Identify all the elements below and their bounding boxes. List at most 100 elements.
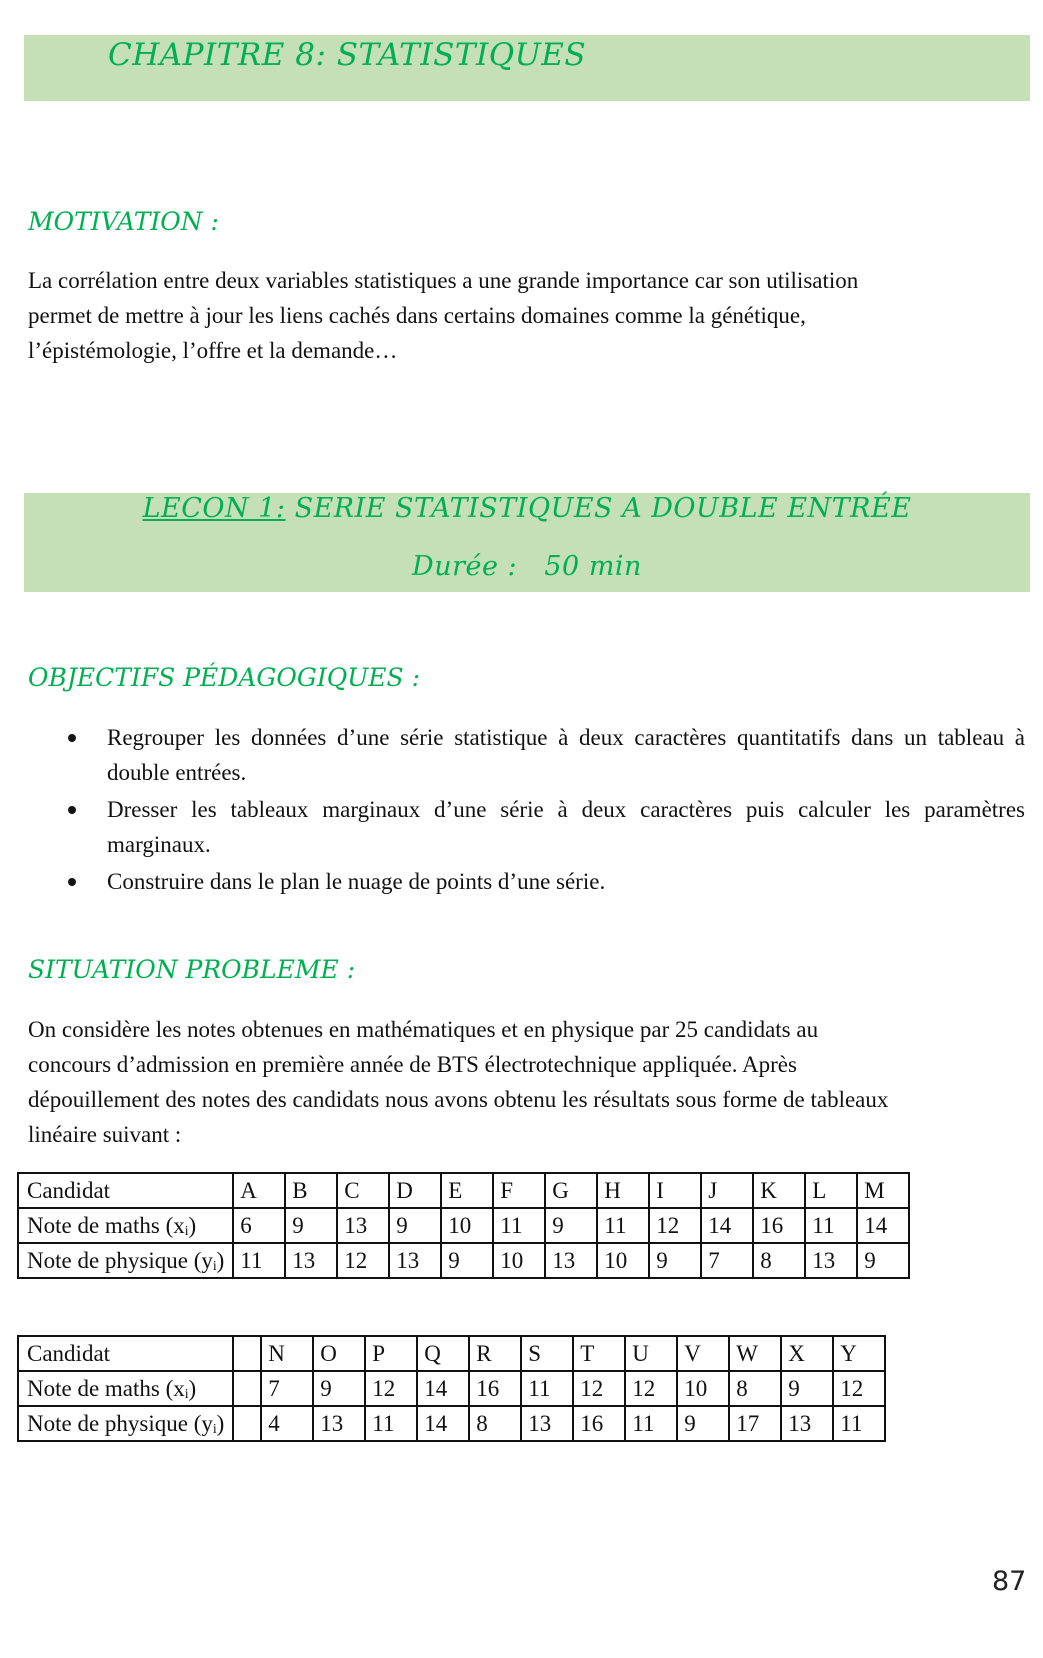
lesson-label: LECON 1: xyxy=(142,493,286,524)
motivation-line: permet de mettre à jour les liens cachés… xyxy=(28,303,806,328)
physique-cell: 13 xyxy=(780,1405,835,1442)
maths-cell: 12 xyxy=(624,1370,679,1407)
candidate-cell: I xyxy=(648,1172,703,1209)
candidate-cell: S xyxy=(520,1335,575,1372)
candidate-cell: D xyxy=(388,1172,443,1209)
physique-cell: 9 xyxy=(648,1242,703,1279)
candidate-cell: W xyxy=(728,1335,783,1372)
page-number: 87 xyxy=(992,1566,1027,1597)
candidate-cell: V xyxy=(676,1335,731,1372)
row-label: Candidat xyxy=(16,1172,235,1209)
maths-cell: 12 xyxy=(364,1370,419,1407)
candidate-cell: F xyxy=(492,1172,547,1209)
row-label: Note de physique (yᵢ) xyxy=(16,1405,235,1442)
empty-cell xyxy=(232,1370,263,1407)
physique-cell: 12 xyxy=(336,1242,391,1279)
candidate-cell: T xyxy=(572,1335,627,1372)
candidate-cell: P xyxy=(364,1335,419,1372)
physique-cell: 13 xyxy=(520,1405,575,1442)
objective-item: Dresser les tableaux marginaux d’une sér… xyxy=(60,792,1025,862)
physique-cell: 11 xyxy=(232,1242,287,1279)
maths-cell: 16 xyxy=(752,1207,807,1244)
maths-cell: 14 xyxy=(856,1207,911,1244)
motivation-heading: MOTIVATION : xyxy=(28,207,219,236)
candidate-cell: J xyxy=(700,1172,755,1209)
candidate-cell: G xyxy=(544,1172,599,1209)
maths-cell: 6 xyxy=(232,1207,287,1244)
situation-line: concours d’admission en première année d… xyxy=(28,1052,797,1077)
candidate-cell: C xyxy=(336,1172,391,1209)
maths-cell: 12 xyxy=(648,1207,703,1244)
objective-item: Construire dans le plan le nuage de poin… xyxy=(60,864,1025,899)
candidate-cell: N xyxy=(260,1335,315,1372)
candidate-cell: O xyxy=(312,1335,367,1372)
row-label: Note de maths (xᵢ) xyxy=(16,1207,235,1244)
maths-cell: 9 xyxy=(544,1207,599,1244)
maths-cell: 7 xyxy=(260,1370,315,1407)
maths-cell: 11 xyxy=(492,1207,547,1244)
maths-cell: 11 xyxy=(520,1370,575,1407)
maths-cell: 9 xyxy=(284,1207,339,1244)
lesson-banner: LECON 1: SERIE STATISTIQUES A DOUBLE ENT… xyxy=(24,493,1030,592)
row-label: Note de physique (yᵢ) xyxy=(16,1242,235,1279)
maths-cell: 9 xyxy=(388,1207,443,1244)
physique-cell: 7 xyxy=(700,1242,755,1279)
lesson-title: LECON 1: SERIE STATISTIQUES A DOUBLE ENT… xyxy=(24,493,1030,524)
maths-cell: 14 xyxy=(700,1207,755,1244)
physique-cell: 10 xyxy=(596,1242,651,1279)
candidate-cell: U xyxy=(624,1335,679,1372)
candidate-cell: K xyxy=(752,1172,807,1209)
situation-line: On considère les notes obtenues en mathé… xyxy=(28,1017,819,1042)
physique-cell: 9 xyxy=(856,1242,911,1279)
physique-cell: 8 xyxy=(468,1405,523,1442)
lesson-name: SERIE STATISTIQUES A DOUBLE ENTRÉE xyxy=(285,493,912,524)
row-label: Note de maths (xᵢ) xyxy=(16,1370,235,1407)
empty-cell xyxy=(232,1335,263,1372)
physique-cell: 13 xyxy=(284,1242,339,1279)
grades-table-1: Candidat A B C D E F G H I J K L M Note de maths (xᵢ)… xyxy=(16,1172,911,1279)
candidate-cell: Q xyxy=(416,1335,471,1372)
maths-cell: 11 xyxy=(804,1207,859,1244)
situation-text: On considère les notes obtenues en mathé… xyxy=(28,1012,1018,1152)
physique-cell: 11 xyxy=(832,1405,887,1442)
chapter-banner: CHAPITRE 8: STATISTIQUES xyxy=(24,35,1030,101)
maths-cell: 13 xyxy=(336,1207,391,1244)
physique-cell: 8 xyxy=(752,1242,807,1279)
objectives-heading: OBJECTIFS PÉDAGOGIQUES : xyxy=(28,663,421,692)
empty-cell xyxy=(232,1405,263,1442)
grades-table-2: Candidat N O P Q R S T U V W X Y Note de maths (xᵢ) 7… xyxy=(16,1335,887,1442)
physique-cell: 11 xyxy=(624,1405,679,1442)
maths-cell: 10 xyxy=(440,1207,495,1244)
motivation-text: La corrélation entre deux variables stat… xyxy=(28,263,1018,368)
objectives-list: Regrouper les données d’une série statis… xyxy=(60,720,1025,901)
candidate-cell: A xyxy=(232,1172,287,1209)
situation-heading: SITUATION PROBLEME : xyxy=(28,955,356,984)
maths-cell: 12 xyxy=(572,1370,627,1407)
objective-item: Regrouper les données d’une série statis… xyxy=(60,720,1025,790)
physique-cell: 13 xyxy=(312,1405,367,1442)
maths-cell: 12 xyxy=(832,1370,887,1407)
candidate-cell: M xyxy=(856,1172,911,1209)
physique-cell: 9 xyxy=(440,1242,495,1279)
motivation-line: l’épistémologie, l’offre et la demande… xyxy=(28,338,398,363)
candidate-cell: H xyxy=(596,1172,651,1209)
lesson-duration: Durée : 50 min xyxy=(412,551,642,582)
physique-cell: 11 xyxy=(364,1405,419,1442)
physique-cell: 10 xyxy=(492,1242,547,1279)
physique-cell: 13 xyxy=(804,1242,859,1279)
maths-cell: 11 xyxy=(596,1207,651,1244)
row-label: Candidat xyxy=(16,1335,235,1372)
physique-cell: 9 xyxy=(676,1405,731,1442)
candidate-cell: L xyxy=(804,1172,859,1209)
physique-cell: 4 xyxy=(260,1405,315,1442)
candidate-cell: R xyxy=(468,1335,523,1372)
situation-line: linéaire suivant : xyxy=(28,1122,182,1147)
physique-cell: 13 xyxy=(388,1242,443,1279)
situation-line: dépouillement des notes des candidats no… xyxy=(28,1087,889,1112)
physique-cell: 16 xyxy=(572,1405,627,1442)
maths-cell: 9 xyxy=(780,1370,835,1407)
candidate-cell: B xyxy=(284,1172,339,1209)
physique-cell: 17 xyxy=(728,1405,783,1442)
maths-cell: 9 xyxy=(312,1370,367,1407)
maths-cell: 10 xyxy=(676,1370,731,1407)
